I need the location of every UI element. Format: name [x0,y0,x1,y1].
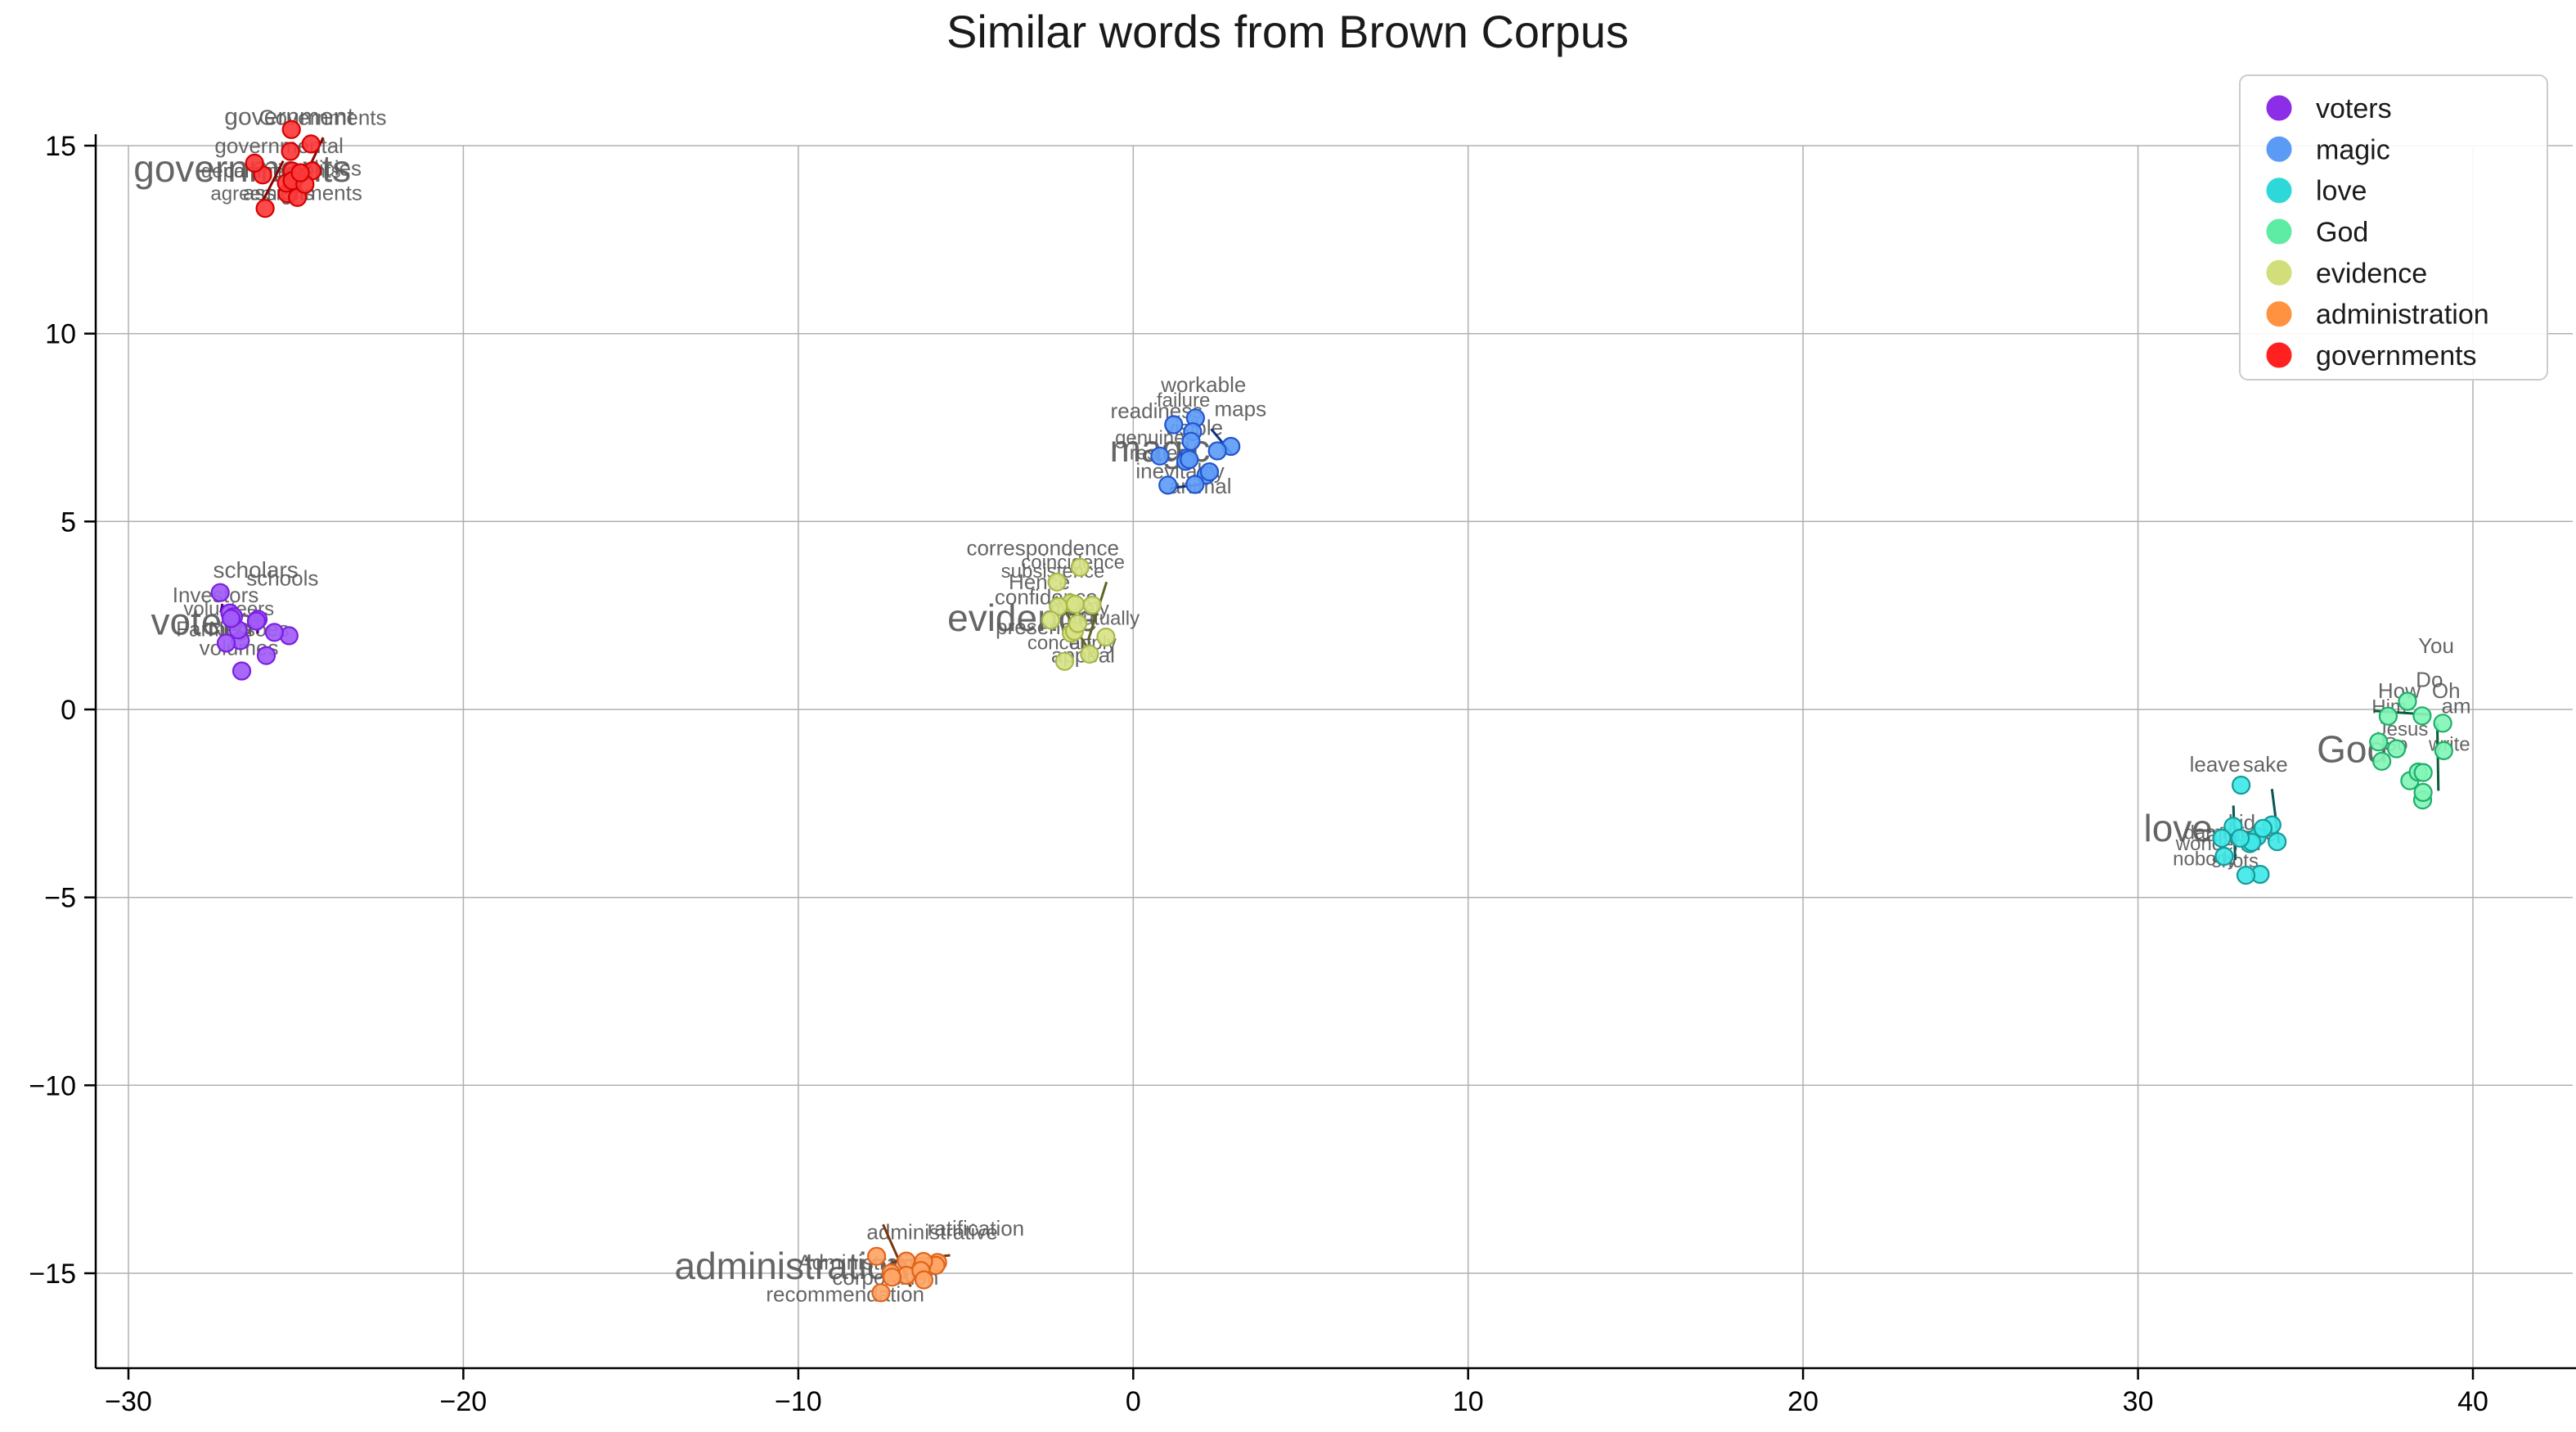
svg-text:−5: −5 [44,883,76,914]
svg-text:0: 0 [1126,1386,1141,1417]
svg-text:administration: administration [2316,299,2489,331]
svg-text:40: 40 [2457,1386,2488,1417]
svg-text:−10: −10 [775,1386,822,1417]
svg-text:evidence: evidence [2316,258,2427,289]
svg-text:sake: sake [2243,752,2288,777]
svg-text:Similar words from Brown Corpu: Similar words from Brown Corpus [946,6,1629,57]
svg-text:10: 10 [1453,1386,1484,1417]
svg-text:30: 30 [2123,1386,2154,1417]
svg-text:magic: magic [2316,134,2390,165]
svg-text:Governments: Governments [258,106,386,130]
svg-text:You: You [2418,633,2454,658]
svg-text:−20: −20 [440,1386,488,1417]
svg-text:10: 10 [45,319,76,350]
svg-text:love: love [2316,176,2367,207]
svg-text:voters: voters [2316,93,2392,124]
svg-text:−15: −15 [29,1259,76,1290]
svg-text:God: God [2316,217,2368,248]
svg-text:15: 15 [45,131,76,162]
svg-text:5: 5 [61,507,76,538]
svg-text:−30: −30 [105,1386,152,1417]
svg-text:leave: leave [2190,752,2241,777]
svg-text:−10: −10 [29,1070,76,1101]
svg-text:love: love [2144,807,2213,849]
svg-text:governments: governments [2316,340,2477,372]
svg-text:20: 20 [1787,1386,1818,1417]
svg-text:0: 0 [61,695,76,726]
